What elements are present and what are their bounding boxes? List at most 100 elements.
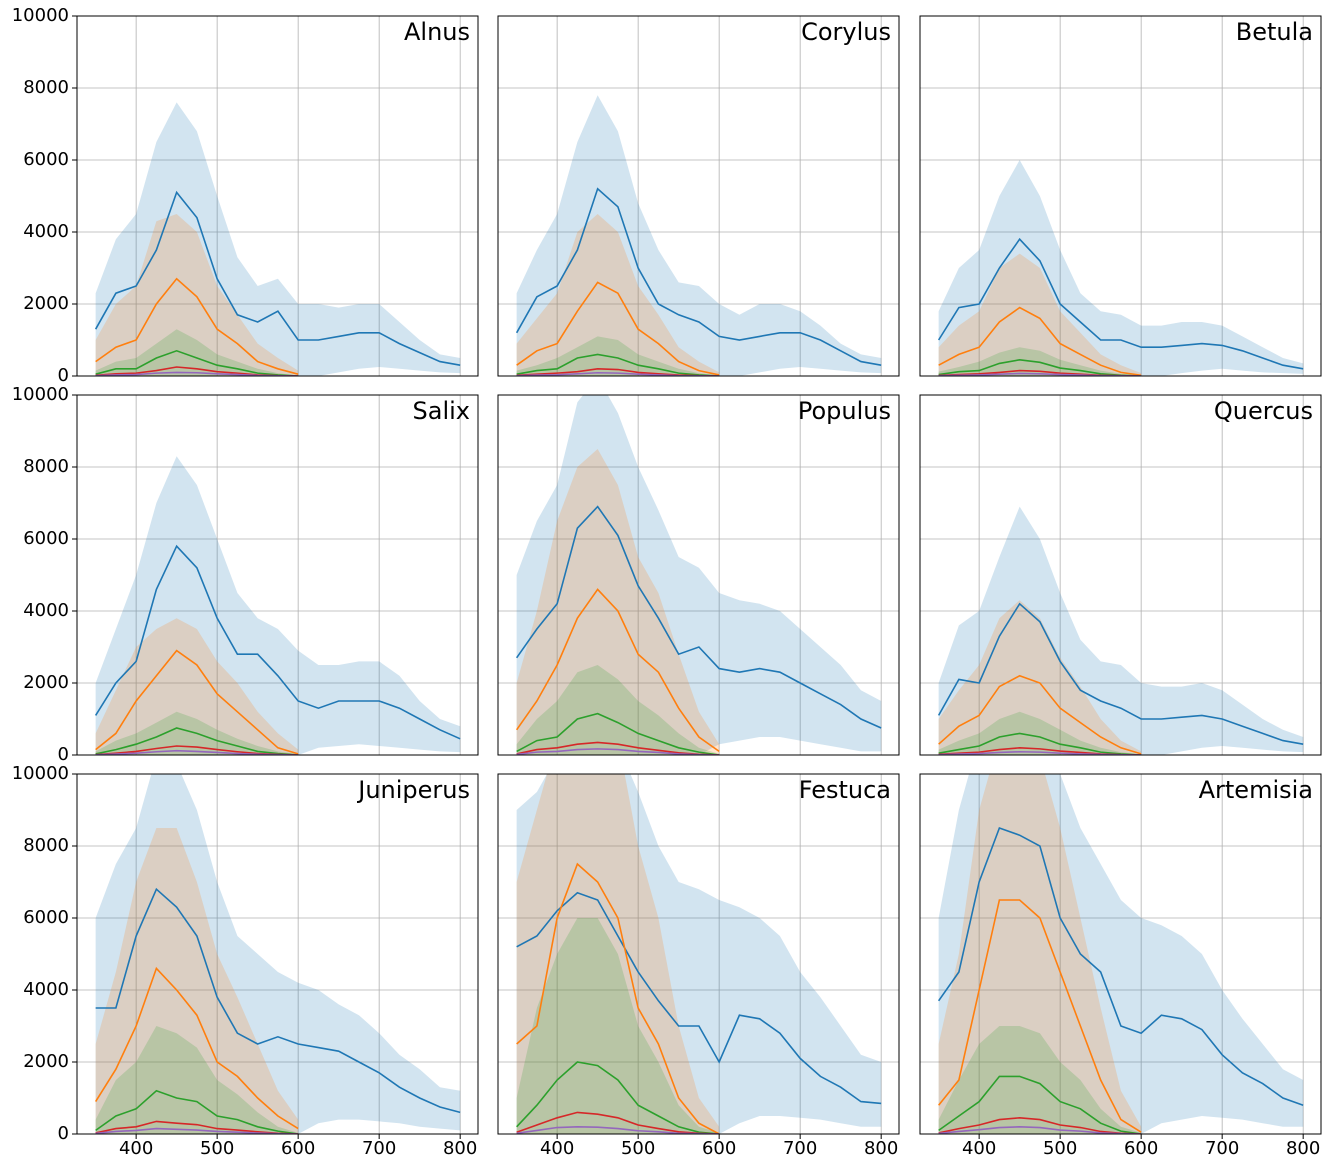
- band: [95, 774, 461, 1134]
- panel-frame: [497, 773, 900, 1135]
- series-line: [95, 649, 299, 755]
- band: [516, 774, 720, 1134]
- series-line: [515, 187, 882, 366]
- band: [938, 506, 1304, 755]
- x-tick-label: 700: [783, 1138, 817, 1159]
- band: [938, 774, 1142, 1134]
- x-tick-label: 700: [1205, 1138, 1239, 1159]
- y-tick-label: 8000: [23, 77, 69, 98]
- y-tick-label: 6000: [23, 528, 69, 549]
- band: [95, 828, 299, 1134]
- panel-frame: [497, 15, 900, 377]
- y-tick-label: 4000: [23, 979, 69, 1000]
- x-tick-label: 800: [1286, 1138, 1320, 1159]
- y-tick-label: 8000: [23, 456, 69, 477]
- panel-frame: [919, 394, 1322, 756]
- y-tick-label: 4000: [23, 600, 69, 621]
- x-tick-label: 600: [281, 1138, 315, 1159]
- band: [516, 774, 882, 1134]
- y-tick-label: 6000: [23, 149, 69, 170]
- y-tick-label: 10000: [12, 384, 69, 405]
- panel-title: Betula: [1236, 18, 1313, 46]
- panel: [498, 395, 899, 755]
- series-line: [938, 306, 1142, 376]
- panel-frame: [919, 773, 1322, 1135]
- panel: [920, 774, 1321, 1134]
- y-tick-label: 10000: [12, 763, 69, 784]
- series-line: [937, 237, 1304, 370]
- series-line: [516, 862, 720, 1134]
- series-line: [938, 1116, 1142, 1134]
- series-line: [515, 588, 720, 753]
- series-line: [516, 1111, 720, 1134]
- band: [516, 918, 720, 1134]
- band: [938, 253, 1142, 376]
- x-tick-label: 400: [540, 1138, 574, 1159]
- panel-frame: [497, 394, 900, 756]
- panel-title: Artemisia: [1199, 776, 1313, 804]
- x-tick-label: 700: [362, 1138, 396, 1159]
- panel-title: Festuca: [799, 776, 891, 804]
- series-line: [94, 544, 461, 740]
- panel: [498, 774, 899, 1134]
- series-line: [94, 190, 461, 366]
- series-line: [95, 349, 299, 376]
- x-tick-label: 600: [702, 1138, 736, 1159]
- panel: [920, 395, 1321, 755]
- panel: [498, 16, 899, 376]
- series-line: [95, 727, 299, 755]
- y-tick-label: 0: [58, 744, 69, 765]
- series-line: [937, 826, 1304, 1106]
- series-line: [95, 887, 461, 1114]
- series-line: [938, 899, 1142, 1133]
- y-tick-label: 2000: [23, 672, 69, 693]
- series-line: [516, 1125, 720, 1134]
- series-line: [95, 1120, 299, 1134]
- series-line: [516, 891, 882, 1105]
- panel-frame: [919, 15, 1322, 377]
- series-line: [516, 353, 720, 376]
- band: [95, 456, 461, 755]
- series-line: [95, 749, 299, 755]
- band: [95, 214, 299, 376]
- panel: [77, 395, 478, 755]
- band: [938, 711, 1142, 755]
- series-line: [515, 505, 882, 729]
- y-tick-label: 0: [58, 365, 69, 386]
- y-tick-label: 0: [58, 1123, 69, 1144]
- band: [938, 774, 1304, 1134]
- series-line: [94, 966, 299, 1130]
- x-tick-label: 500: [200, 1138, 234, 1159]
- band: [95, 102, 461, 376]
- panel-title: Alnus: [404, 18, 470, 46]
- panel-title: Corylus: [801, 18, 891, 46]
- panel-frame: [76, 15, 479, 377]
- y-tick-label: 4000: [23, 221, 69, 242]
- panel-frame: [76, 394, 479, 756]
- band: [938, 160, 1304, 376]
- band: [516, 449, 720, 755]
- panel-title: Quercus: [1214, 397, 1313, 425]
- series-line: [938, 674, 1142, 755]
- y-tick-label: 2000: [23, 1051, 69, 1072]
- band: [516, 336, 720, 376]
- y-tick-label: 6000: [23, 907, 69, 928]
- x-tick-label: 400: [119, 1138, 153, 1159]
- band: [516, 95, 882, 376]
- series-line: [516, 1061, 720, 1134]
- panel: [77, 774, 478, 1134]
- y-tick-label: 8000: [23, 835, 69, 856]
- series-line: [516, 748, 720, 755]
- series-line: [516, 281, 720, 376]
- series-line: [938, 732, 1142, 755]
- band: [938, 1026, 1142, 1134]
- series-line: [95, 1127, 299, 1134]
- x-tick-label: 800: [864, 1138, 898, 1159]
- panel: [920, 16, 1321, 376]
- band: [938, 600, 1142, 755]
- band: [516, 214, 720, 376]
- x-tick-label: 500: [621, 1138, 655, 1159]
- y-tick-label: 10000: [12, 5, 69, 26]
- series-line: [937, 602, 1304, 745]
